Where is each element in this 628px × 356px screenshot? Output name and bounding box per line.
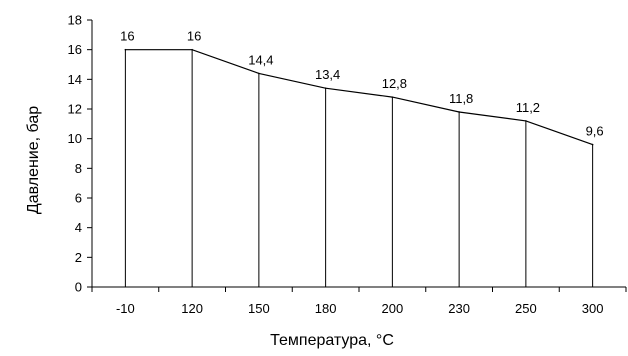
data-point-200 xyxy=(391,96,394,98)
y-tick-label-16: 16 xyxy=(68,42,82,57)
x-axis-title: Температура, °C xyxy=(270,332,394,349)
data-label-150: 14,4 xyxy=(248,52,273,67)
x-tick-label-300: 300 xyxy=(582,301,604,316)
x-tick-label-230: 230 xyxy=(448,301,470,316)
data-label--10: 16 xyxy=(120,29,134,44)
x-tick-label-250: 250 xyxy=(515,301,537,316)
x-tick-label-150: 150 xyxy=(248,301,270,316)
data-point-150 xyxy=(258,72,260,75)
data-label-120: 16 xyxy=(187,29,201,44)
y-tick-label-12: 12 xyxy=(68,102,82,117)
y-tick-label-6: 6 xyxy=(75,191,82,206)
series-line xyxy=(125,49,593,146)
y-axis-title: Давление, бар xyxy=(25,106,42,214)
x-tick-label-180: 180 xyxy=(315,301,337,316)
data-point-230 xyxy=(458,111,460,113)
data-label-300: 9,6 xyxy=(586,124,604,139)
y-tick-label-8: 8 xyxy=(75,161,82,176)
data-point--10 xyxy=(124,48,127,51)
x-tick-label-200: 200 xyxy=(382,301,404,316)
data-point-180 xyxy=(324,87,327,90)
data-label-200: 12,8 xyxy=(382,76,407,91)
y-tick-label-18: 18 xyxy=(68,13,82,28)
data-label-180: 13,4 xyxy=(315,67,340,82)
y-tick-label-10: 10 xyxy=(68,131,82,146)
y-tick-label-2: 2 xyxy=(75,250,82,265)
data-point-250 xyxy=(525,120,527,122)
y-tick-label-0: 0 xyxy=(75,280,82,295)
data-point-300 xyxy=(591,143,594,146)
plot-area: 0 2 4 6 8 10 12 14 16 18 -10 120 150 180 200 230 250 300 1… xyxy=(68,13,627,316)
x-tick-label-120: 120 xyxy=(181,301,203,316)
y-tick-label-14: 14 xyxy=(68,72,82,87)
data-label-250: 11,2 xyxy=(516,100,540,115)
data-label-230: 11,8 xyxy=(449,91,473,106)
y-tick-label-4: 4 xyxy=(75,220,82,235)
data-point-120 xyxy=(191,48,193,51)
x-tick-label--10: -10 xyxy=(116,301,135,316)
